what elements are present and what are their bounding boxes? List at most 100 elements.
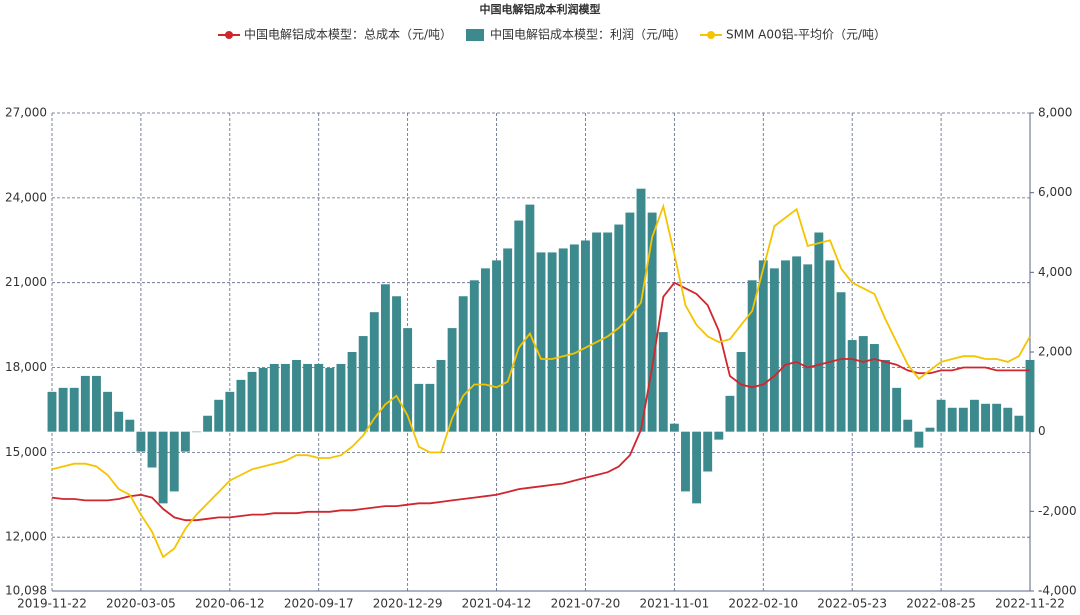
bar [925, 427, 935, 432]
bar [80, 375, 90, 432]
chart-title: 中国电解铝成本利润模型 [480, 2, 601, 16]
y2-tick-label: 0 [1038, 424, 1046, 438]
bar [703, 431, 713, 472]
x-tick-label: 2021-04-12 [462, 597, 532, 611]
bar [892, 387, 902, 432]
bar [414, 383, 424, 432]
y-tick-label: 24,000 [5, 190, 47, 204]
bar [214, 399, 224, 432]
bar [114, 411, 124, 432]
bar [280, 363, 290, 432]
bar [103, 391, 113, 432]
bar [203, 415, 213, 432]
bar [858, 336, 868, 432]
bar [347, 352, 357, 432]
bar [169, 431, 179, 492]
bar [158, 431, 168, 504]
bar [592, 232, 602, 432]
y-tick-label: 12,000 [5, 530, 47, 544]
bar [958, 407, 968, 432]
x-tick-label: 2020-03-05 [106, 597, 176, 611]
line [51, 203, 1031, 559]
bar [847, 340, 857, 432]
bar [258, 367, 268, 432]
bar [914, 431, 924, 448]
bar [47, 391, 57, 432]
bar [247, 371, 257, 432]
bar [69, 387, 79, 432]
bar [147, 431, 157, 468]
bar [192, 431, 201, 433]
y2-tick-label: 4,000 [1038, 265, 1072, 279]
line [51, 281, 1030, 522]
bar [236, 379, 246, 432]
x-tick-label: 2020-12-29 [373, 597, 443, 611]
bar [803, 264, 813, 432]
legend-swatch [225, 31, 233, 39]
bar [536, 252, 546, 432]
y2-tick-label: -4,000 [1038, 584, 1077, 598]
y-tick-label: 10,098 [5, 584, 47, 598]
bar [1003, 407, 1013, 432]
bar [425, 383, 435, 432]
bar [525, 204, 535, 432]
bar [992, 403, 1002, 432]
x-tick-label: 2022-11-22 [995, 597, 1065, 611]
bar [969, 399, 979, 432]
y-tick-label: 21,000 [5, 275, 47, 289]
bar [447, 328, 457, 432]
bar [636, 188, 646, 432]
bar [747, 280, 757, 432]
bar [503, 248, 513, 432]
bar [458, 296, 468, 432]
bar [714, 431, 724, 440]
bar [392, 296, 401, 432]
bar [758, 260, 768, 432]
bar [336, 363, 346, 432]
y2-tick-label: 2,000 [1038, 345, 1072, 359]
bar [903, 419, 913, 432]
bar [792, 256, 802, 432]
bar [136, 431, 146, 452]
bar [581, 240, 590, 432]
bar [292, 359, 301, 432]
bar [981, 403, 990, 432]
legend-label: 中国电解铝成本模型：总成本（元/吨） [244, 27, 452, 42]
bar [303, 363, 313, 432]
bar [269, 363, 279, 432]
bar [1025, 359, 1035, 432]
y2-tick-label: 6,000 [1038, 185, 1072, 199]
y-tick-label: 18,000 [5, 360, 47, 374]
x-tick-label: 2020-06-12 [195, 597, 265, 611]
bar [681, 431, 690, 492]
y-tick-label: 27,000 [5, 106, 47, 120]
bar [480, 268, 490, 432]
x-tick-label: 2020-09-17 [284, 597, 354, 611]
y-tick-label: 15,000 [5, 445, 47, 459]
x-tick-label: 2021-11-01 [639, 597, 709, 611]
x-tick-label: 2022-05-23 [817, 597, 887, 611]
bar [881, 359, 890, 432]
bar [492, 260, 501, 432]
x-tick-label: 2019-11-22 [17, 597, 87, 611]
legend-label: SMM A00铝-平均价（元/吨） [726, 27, 886, 42]
bar [436, 359, 446, 432]
bar [836, 292, 846, 432]
bar [725, 395, 735, 432]
bar [225, 391, 235, 432]
bar [380, 284, 390, 432]
bar [325, 367, 335, 432]
bar [125, 419, 135, 432]
bar [569, 244, 579, 432]
legend-label: 中国电解铝成本模型：利润（元/吨） [490, 27, 686, 42]
bar [736, 352, 746, 432]
legend-swatch [707, 31, 715, 39]
bar [669, 423, 679, 432]
bar [647, 212, 657, 432]
bar [514, 220, 524, 432]
bar [92, 375, 101, 432]
y2-tick-label: -2,000 [1038, 504, 1077, 518]
bar [625, 212, 635, 432]
bar [358, 336, 368, 432]
